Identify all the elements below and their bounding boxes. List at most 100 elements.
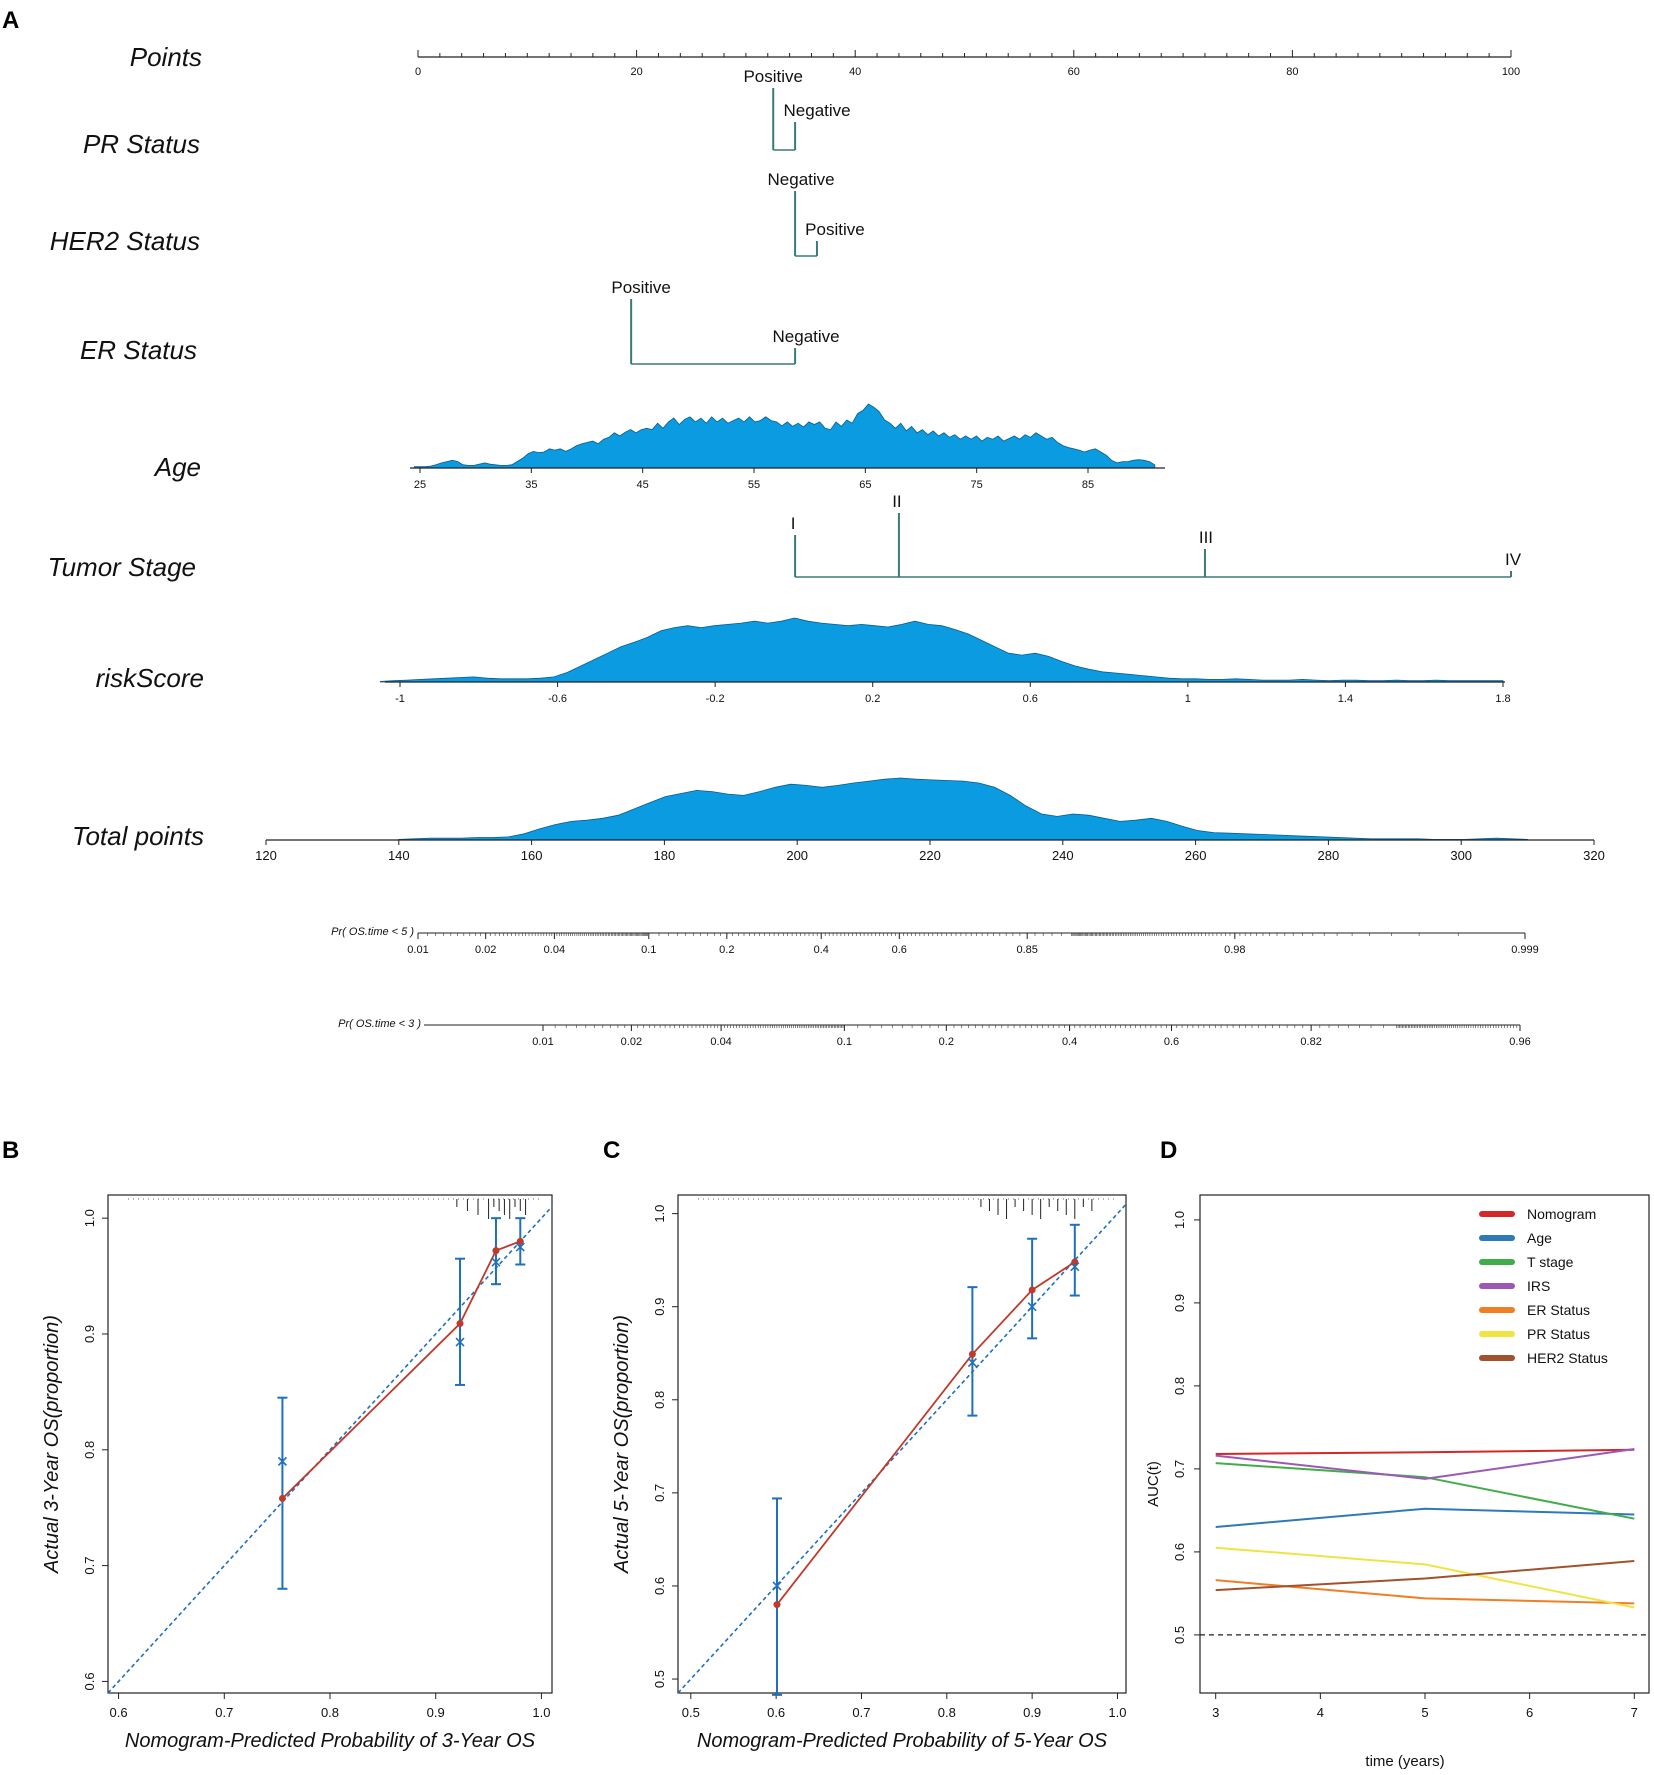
total_points-tick-label: 260 [1185, 848, 1207, 863]
risk_score-tick-label: 1.8 [1495, 693, 1510, 705]
y-tick-label: 0.5 [652, 1670, 667, 1688]
total_points-tick-label: 200 [786, 848, 808, 863]
pr5-tick-label: 0.85 [1016, 944, 1037, 956]
y-tick-label: 0.9 [82, 1325, 97, 1343]
observed-point [1028, 1286, 1036, 1294]
x-tick-label: 0.6 [110, 1705, 128, 1720]
age-tick-label: 55 [748, 479, 760, 491]
age-tick-label: 75 [971, 479, 983, 491]
y-axis-title: Actual 5-Year OS(proportion) [611, 1315, 633, 1574]
pr5-tick-label: 0.4 [814, 944, 829, 956]
risk_score-tick-label: 0.6 [1023, 693, 1038, 705]
tumor_stage-category-label: I [791, 514, 796, 533]
points-tick-label: 20 [630, 66, 642, 78]
total_points-tick-label: 280 [1318, 848, 1340, 863]
panel-letter-b: B [2, 1137, 19, 1164]
risk_score-density [379, 617, 1504, 683]
plot-frame [107, 1194, 553, 1694]
y-tick-label: 0.6 [1172, 1543, 1187, 1561]
ideal-diagonal [107, 1206, 553, 1694]
total_points-tick-label: 180 [654, 848, 676, 863]
y-axis-title: AUC(t) [1145, 1461, 1162, 1507]
x-tick-label: 5 [1421, 1705, 1428, 1720]
tumor-stage-label: Tumor Stage [48, 552, 196, 582]
x-axis-title: time (years) [1365, 1753, 1444, 1770]
y-tick-label: 1.0 [652, 1205, 667, 1223]
observed-point [968, 1350, 976, 1358]
pr3-tick-label: 0.2 [939, 1036, 954, 1048]
pr5-tick-label: 0.01 [407, 944, 428, 956]
risk_score-tick-label: -0.2 [706, 693, 725, 705]
pr3-tick-label: 0.4 [1062, 1036, 1077, 1048]
y-tick-label: 0.8 [652, 1391, 667, 1409]
ideal-diagonal [677, 1203, 1127, 1694]
legend-label: PR Status [1527, 1326, 1590, 1342]
x-tick-label: 1.0 [1108, 1705, 1126, 1720]
x-tick-label: 4 [1317, 1705, 1324, 1720]
y-tick-label: 0.7 [652, 1484, 667, 1502]
observed-point [1071, 1258, 1079, 1266]
pr3-tick-label: 0.96 [1509, 1036, 1530, 1048]
er_status-category-label: Negative [773, 327, 840, 346]
calibration-plot-5-year: 0.5 0.6 0.7 0.8 0.9 1.00.50.60.70.80.91.0Nomo… [611, 1194, 1127, 1752]
nomogram: 0 20 40 60 80 100 Positive Negative Negative Posi… [255, 50, 1605, 1048]
time-auc-plot: 3 4 5 6 7 0.5 0.6 0.7 0.8 0.9 1.0 time (years) AUC(t… [1145, 1194, 1650, 1770]
pr3-tick-label: 0.82 [1300, 1036, 1321, 1048]
observed-line [281, 1240, 521, 1500]
bias-corrected-point [1070, 1262, 1080, 1272]
total_points-tick-label: 160 [521, 848, 543, 863]
y-tick-label: 0.9 [1172, 1294, 1187, 1312]
panel-letter-a: A [2, 7, 19, 34]
age-label: Age [153, 452, 201, 482]
points-tick-label: 40 [849, 66, 861, 78]
legend-label: IRS [1527, 1278, 1550, 1294]
auc-line-her2-status [1215, 1560, 1635, 1592]
panel-letter-d: D [1160, 1137, 1177, 1164]
risk_score-tick-label: 1 [1185, 693, 1191, 705]
points-tick-label: 60 [1068, 66, 1080, 78]
bias-corrected-point [277, 1456, 287, 1466]
pr_status-category-label: Positive [743, 67, 803, 86]
auc-line-er-status [1215, 1579, 1635, 1605]
risk_score-tick-label: -1 [395, 693, 405, 705]
total_points-density [398, 777, 1528, 841]
age-tick-label: 35 [525, 479, 537, 491]
pr3-tick-label: 0.04 [710, 1036, 731, 1048]
tumor_stage-category-label: IV [1505, 550, 1522, 569]
tumor_stage-category-label: II [892, 492, 901, 511]
auc-line-nomogram [1215, 1448, 1635, 1455]
points-tick-label: 80 [1286, 66, 1298, 78]
x-tick-label: 0.9 [1023, 1705, 1041, 1720]
bias-corrected-point [772, 1581, 782, 1591]
pr-status-label: PR Status [83, 129, 200, 159]
observed-point [456, 1320, 464, 1328]
age-tick-label: 85 [1082, 479, 1094, 491]
x-axis-title: Nomogram-Predicted Probability of 5-Year… [697, 1730, 1108, 1752]
bias-corrected-point [515, 1242, 525, 1252]
points-tick-label: 0 [415, 66, 421, 78]
age-tick-label: 65 [859, 479, 871, 491]
observed-point [516, 1237, 524, 1245]
x-tick-label: 0.8 [938, 1705, 956, 1720]
legend-label: Age [1527, 1230, 1552, 1246]
pr3-tick-label: 0.1 [837, 1036, 852, 1048]
total-points-label: Total points [72, 821, 204, 851]
y-tick-label: 0.6 [652, 1577, 667, 1595]
total_points-tick-label: 320 [1583, 848, 1605, 863]
her2-status-label: HER2 Status [50, 226, 200, 256]
x-tick-label: 0.7 [852, 1705, 870, 1720]
risk_score-tick-label: 0.2 [865, 693, 880, 705]
total_points-tick-label: 120 [255, 848, 277, 863]
pr5-tick-label: 0.98 [1224, 944, 1245, 956]
pr3-tick-label: 0.02 [621, 1036, 642, 1048]
legend-label: HER2 Status [1527, 1350, 1608, 1366]
panel-letter-c: C [603, 1137, 620, 1164]
total_points-tick-label: 220 [919, 848, 941, 863]
x-tick-label: 0.8 [321, 1705, 339, 1720]
points-label: Points [130, 42, 202, 72]
observed-point [492, 1247, 500, 1255]
legend-label: Nomogram [1527, 1206, 1596, 1222]
total_points-tick-label: 300 [1450, 848, 1472, 863]
risk_score-tick-label: 1.4 [1338, 693, 1353, 705]
